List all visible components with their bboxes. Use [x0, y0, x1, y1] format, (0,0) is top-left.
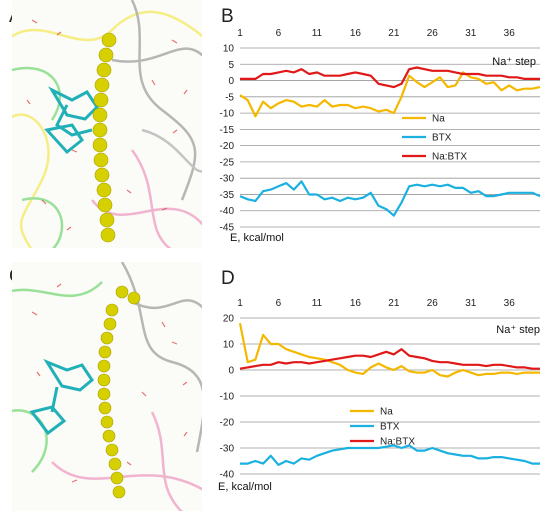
chart-b-y-tick-label: -40 [220, 206, 235, 217]
chart-b-y-tick-label: -30 [220, 174, 235, 185]
chart-b-y-tick-label: -35 [220, 190, 235, 201]
chart-b-x-tick-label: 1 [237, 28, 243, 39]
chart-b-y-tick-label: 10 [223, 44, 235, 55]
molecule-image-a [12, 0, 202, 248]
chart-b-x-tick-label: 11 [312, 28, 323, 39]
chart-b-y-tick-label: -20 [220, 141, 235, 152]
panel-label-b: B [221, 6, 234, 27]
panel-label-d: D [221, 268, 235, 289]
chart-b-step-label: Na⁺ step [492, 56, 536, 68]
chart-d-y-tick-label: -10 [220, 392, 235, 403]
chart-b-y-tick-label: 0 [228, 76, 234, 87]
chart-d-y-tick-label: 0 [228, 366, 234, 377]
chart-d-y-tick-label: 10 [223, 340, 235, 351]
chart-d-series-line [240, 444, 540, 466]
chart-d-x-tick-label: 26 [427, 298, 439, 309]
chart-b-energy-label: E, kcal/mol [230, 232, 284, 244]
chart-b-legend-label: BTX [432, 133, 452, 144]
chart-b-y-tick-label: -15 [220, 125, 235, 136]
chart-b-legend-label: Na:BTX [432, 152, 467, 163]
chart-d-legend-label: BTX [380, 422, 400, 433]
chart-d-y-tick-label: 20 [223, 314, 235, 325]
chart-b-x-tick-label: 31 [465, 28, 477, 39]
chart-b-series-line [239, 180, 541, 217]
chart-d-x-tick-label: 16 [350, 298, 362, 309]
chart-d-legend-label: Na:BTX [380, 437, 415, 448]
chart-d-series-line [238, 322, 540, 378]
chart-d-x-tick-label: 21 [388, 298, 400, 309]
chart-b-y-tick-label: -5 [225, 92, 234, 103]
chart-d-x-tick-label: 11 [312, 298, 323, 309]
chart-b-legend-label: Na [432, 114, 445, 125]
chart-b-x-tick-label: 6 [276, 28, 282, 39]
chart-d-x-tick-label: 6 [276, 298, 282, 309]
chart-d-legend-label: Na [380, 407, 393, 418]
chart-b-x-tick-label: 16 [350, 28, 362, 39]
chart-d-series-line [239, 348, 540, 370]
chart-d-x-tick-label: 36 [504, 298, 516, 309]
chart-b-series-line [240, 66, 540, 89]
chart-b-x-tick-label: 21 [388, 28, 400, 39]
chart-b-y-tick-label: -45 [220, 223, 235, 234]
chart-b-series-line [239, 71, 541, 118]
chart-d-y-tick-label: -30 [220, 444, 235, 455]
chart-b-x-tick-label: 26 [427, 28, 439, 39]
chart-d-x-tick-label: 1 [237, 298, 243, 309]
chart-b-x-tick-label: 36 [504, 28, 516, 39]
chart-d-energy-label: E, kcal/mol [218, 481, 272, 493]
chart-b-y-tick-label: 5 [228, 60, 234, 71]
chart-d-x-tick-label: 31 [465, 298, 477, 309]
molecule-image-c [12, 262, 202, 511]
chart-b-y-tick-label: -10 [220, 109, 235, 120]
chart-d-step-label: Na⁺ step [496, 324, 540, 336]
chart-d-y-tick-label: -20 [220, 418, 235, 429]
chart-b-y-tick-label: -25 [220, 157, 235, 168]
chart-d-y-tick-label: -40 [220, 470, 235, 481]
